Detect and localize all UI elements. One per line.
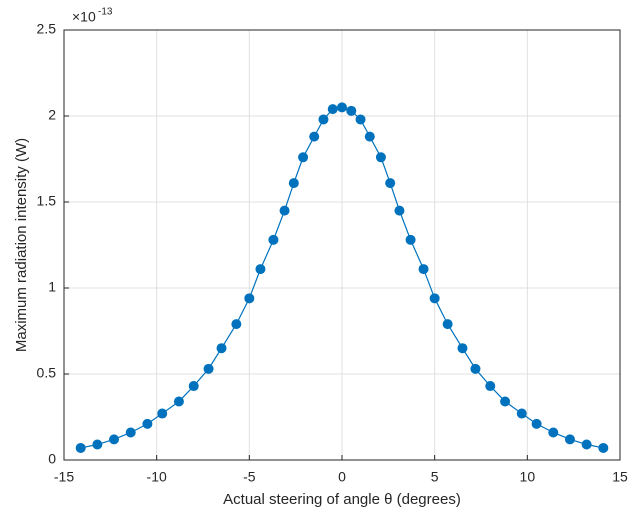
- y-exponent: -13: [98, 7, 113, 18]
- data-point: [548, 427, 559, 438]
- data-point: [298, 152, 309, 163]
- data-point: [318, 114, 329, 125]
- data-point: [394, 205, 405, 216]
- data-point: [442, 319, 453, 330]
- data-point: [516, 408, 527, 419]
- data-point: [598, 442, 609, 453]
- data-point: [92, 439, 103, 450]
- x-tick-label: -15: [54, 469, 74, 485]
- data-point: [173, 396, 184, 407]
- data-point: [203, 363, 214, 374]
- data-point: [385, 178, 396, 189]
- plot-frame: [63, 29, 621, 461]
- y-tick-label: 1.5: [37, 193, 57, 209]
- data-point: [485, 381, 496, 392]
- data-point: [355, 114, 366, 125]
- data-point: [157, 408, 168, 419]
- data-point: [268, 234, 279, 245]
- data-point: [142, 418, 153, 429]
- data-point: [288, 178, 299, 189]
- data-point: [125, 427, 136, 438]
- data-point: [418, 264, 429, 275]
- y-exponent-base: ×10: [72, 9, 96, 25]
- x-axis-label: Actual steering of angle θ (degrees): [223, 491, 461, 508]
- data-point: [216, 343, 227, 354]
- y-tick-label: 0.5: [37, 365, 57, 381]
- data-point: [364, 131, 375, 142]
- y-tick-label: 1: [48, 279, 56, 295]
- data-point: [346, 105, 357, 116]
- data-point: [429, 293, 440, 304]
- data-point: [255, 264, 266, 275]
- x-tick-label: 0: [338, 469, 346, 485]
- data-point: [375, 152, 386, 163]
- data-point: [327, 104, 338, 115]
- x-tick-label: 15: [612, 469, 628, 485]
- data-point: [581, 439, 592, 450]
- x-tick-label: 5: [431, 469, 439, 485]
- data-point: [109, 434, 120, 445]
- data-point: [500, 396, 511, 407]
- data-point: [75, 442, 86, 453]
- y-axis-label: Maximum radiation intensity (W): [13, 138, 30, 352]
- data-point: [337, 102, 347, 113]
- y-tick-label: 0: [48, 451, 56, 467]
- data-point: [279, 205, 290, 216]
- data-point: [531, 418, 542, 429]
- data-point: [244, 293, 255, 304]
- data-point: [405, 234, 416, 245]
- x-tick-label: -10: [147, 469, 167, 485]
- y-tick-label: 2: [48, 107, 56, 123]
- data-point: [457, 343, 468, 354]
- data-point: [309, 131, 320, 142]
- y-tick-label: 2.5: [37, 21, 57, 37]
- x-tick-label: -5: [243, 469, 256, 485]
- data-point: [188, 381, 199, 392]
- data-point: [470, 363, 481, 374]
- data-point: [564, 434, 575, 445]
- data-point: [231, 319, 242, 330]
- x-tick-label: 10: [520, 469, 536, 485]
